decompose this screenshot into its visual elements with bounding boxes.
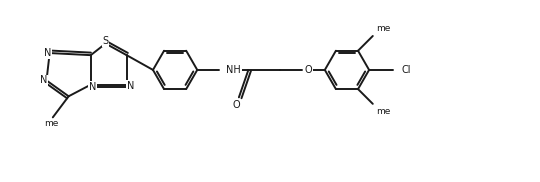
Text: NH: NH [226, 65, 241, 75]
Text: N: N [89, 82, 97, 92]
Text: me: me [44, 119, 58, 128]
Text: N: N [127, 81, 134, 91]
Text: S: S [103, 36, 109, 46]
Text: me: me [376, 107, 390, 116]
Text: N: N [39, 76, 47, 86]
Text: Cl: Cl [401, 65, 411, 75]
Text: me: me [376, 24, 390, 33]
Text: N: N [44, 48, 51, 58]
Text: O: O [305, 65, 313, 75]
Text: O: O [233, 100, 241, 110]
